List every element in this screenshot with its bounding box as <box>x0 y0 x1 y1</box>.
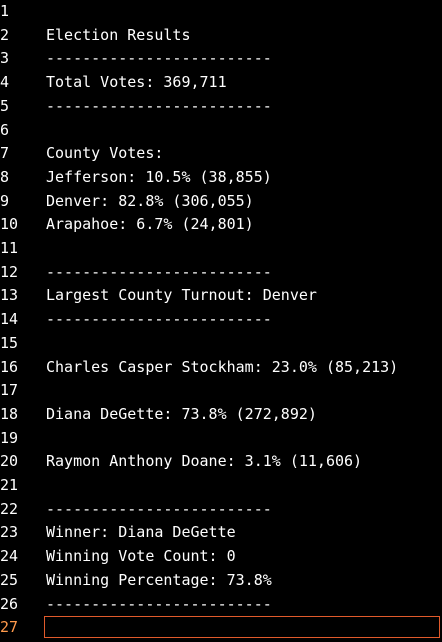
editor-line[interactable]: 4 Total Votes: 369,711 <box>0 71 442 95</box>
line-text: Total Votes: 369,711 <box>46 73 227 92</box>
editor-line[interactable]: 7 County Votes: <box>0 142 442 166</box>
line-text: Jefferson: 10.5% (38,855) <box>46 167 272 186</box>
line-number: 3 <box>0 49 10 68</box>
editor-line[interactable]: 20 Raymon Anthony Doane: 3.1% (11,606) <box>0 450 442 474</box>
line-text: Largest County Turnout: Denver <box>46 286 317 305</box>
line-number: 4 <box>0 73 10 92</box>
editor-line[interactable]: 15 <box>0 332 442 356</box>
editor-line[interactable]: 18 Diana DeGette: 73.8% (272,892) <box>0 403 442 427</box>
line-text: ------------------------- <box>46 594 272 613</box>
editor-line[interactable]: 13 Largest County Turnout: Denver <box>0 284 442 308</box>
editor-line[interactable]: 12 ------------------------- <box>0 261 442 285</box>
line-number: 23 <box>0 523 19 542</box>
line-number: 27 <box>0 618 19 637</box>
editor-line[interactable]: 5 ------------------------- <box>0 95 442 119</box>
editor-line[interactable]: 6 <box>0 119 442 143</box>
editor-line[interactable]: 10 Arapahoe: 6.7% (24,801) <box>0 213 442 237</box>
editor-line[interactable]: 26 ------------------------- <box>0 593 442 617</box>
line-number: 18 <box>0 404 19 423</box>
editor-line[interactable]: 17 <box>0 379 442 403</box>
line-number: 8 <box>0 167 10 186</box>
line-number: 14 <box>0 310 19 329</box>
line-number: 12 <box>0 262 19 281</box>
editor-line[interactable]: 9 Denver: 82.8% (306,055) <box>0 190 442 214</box>
line-number: 5 <box>0 96 10 115</box>
line-number: 21 <box>0 476 19 494</box>
editor-line[interactable]: 19 <box>0 427 442 451</box>
editor-line[interactable]: 27 <box>0 616 442 640</box>
editor-line[interactable]: 3 ------------------------- <box>0 47 442 71</box>
editor-line[interactable]: 22 ------------------------- <box>0 498 442 522</box>
editor-line[interactable]: 1 <box>0 0 442 24</box>
line-text: ------------------------- <box>46 310 272 329</box>
line-number: 26 <box>0 594 19 613</box>
line-text: ------------------------- <box>46 49 272 68</box>
editor-line[interactable]: 23 Winner: Diana DeGette <box>0 521 442 545</box>
line-number: 7 <box>0 144 10 163</box>
line-text: Election Results <box>46 25 191 44</box>
line-number: 11 <box>0 239 19 257</box>
line-number: 1 <box>0 2 10 20</box>
current-line-highlight[interactable] <box>44 616 440 638</box>
line-text: ------------------------- <box>46 262 272 281</box>
line-number: 22 <box>0 499 19 518</box>
editor-line[interactable]: 14 ------------------------- <box>0 308 442 332</box>
line-number: 9 <box>0 191 10 210</box>
line-text: Winner: Diana DeGette <box>46 523 236 542</box>
line-text: Winning Percentage: 73.8% <box>46 570 272 589</box>
line-text: ------------------------- <box>46 499 272 518</box>
line-text: Winning Vote Count: 0 <box>46 547 236 566</box>
editor-line[interactable]: 21 <box>0 474 442 498</box>
line-number: 15 <box>0 333 19 352</box>
line-number: 16 <box>0 357 19 376</box>
line-text: Raymon Anthony Doane: 3.1% (11,606) <box>46 452 363 471</box>
line-text: Charles Casper Stockham: 23.0% (85,213) <box>46 357 399 376</box>
editor-line[interactable]: 2 Election Results <box>0 24 442 48</box>
line-number: 20 <box>0 452 19 471</box>
line-text: Arapahoe: 6.7% (24,801) <box>46 215 254 234</box>
line-text: County Votes: <box>46 144 164 163</box>
line-number: 17 <box>0 381 19 400</box>
line-number: 10 <box>0 215 19 234</box>
editor-line[interactable]: 11 <box>0 237 442 261</box>
line-number: 24 <box>0 547 19 566</box>
line-text: Diana DeGette: 73.8% (272,892) <box>46 404 317 423</box>
line-number: 6 <box>0 120 10 139</box>
editor-line[interactable]: 16 Charles Casper Stockham: 23.0% (85,213… <box>0 356 442 380</box>
line-text: Denver: 82.8% (306,055) <box>46 191 254 210</box>
editor-line[interactable]: 8 Jefferson: 10.5% (38,855) <box>0 166 442 190</box>
line-text: ------------------------- <box>46 96 272 115</box>
editor-line[interactable]: 24 Winning Vote Count: 0 <box>0 545 442 569</box>
editor-line[interactable]: 25 Winning Percentage: 73.8% <box>0 569 442 593</box>
line-number: 25 <box>0 570 19 589</box>
line-number: 13 <box>0 286 19 305</box>
line-number: 2 <box>0 25 10 44</box>
line-number: 19 <box>0 428 19 447</box>
